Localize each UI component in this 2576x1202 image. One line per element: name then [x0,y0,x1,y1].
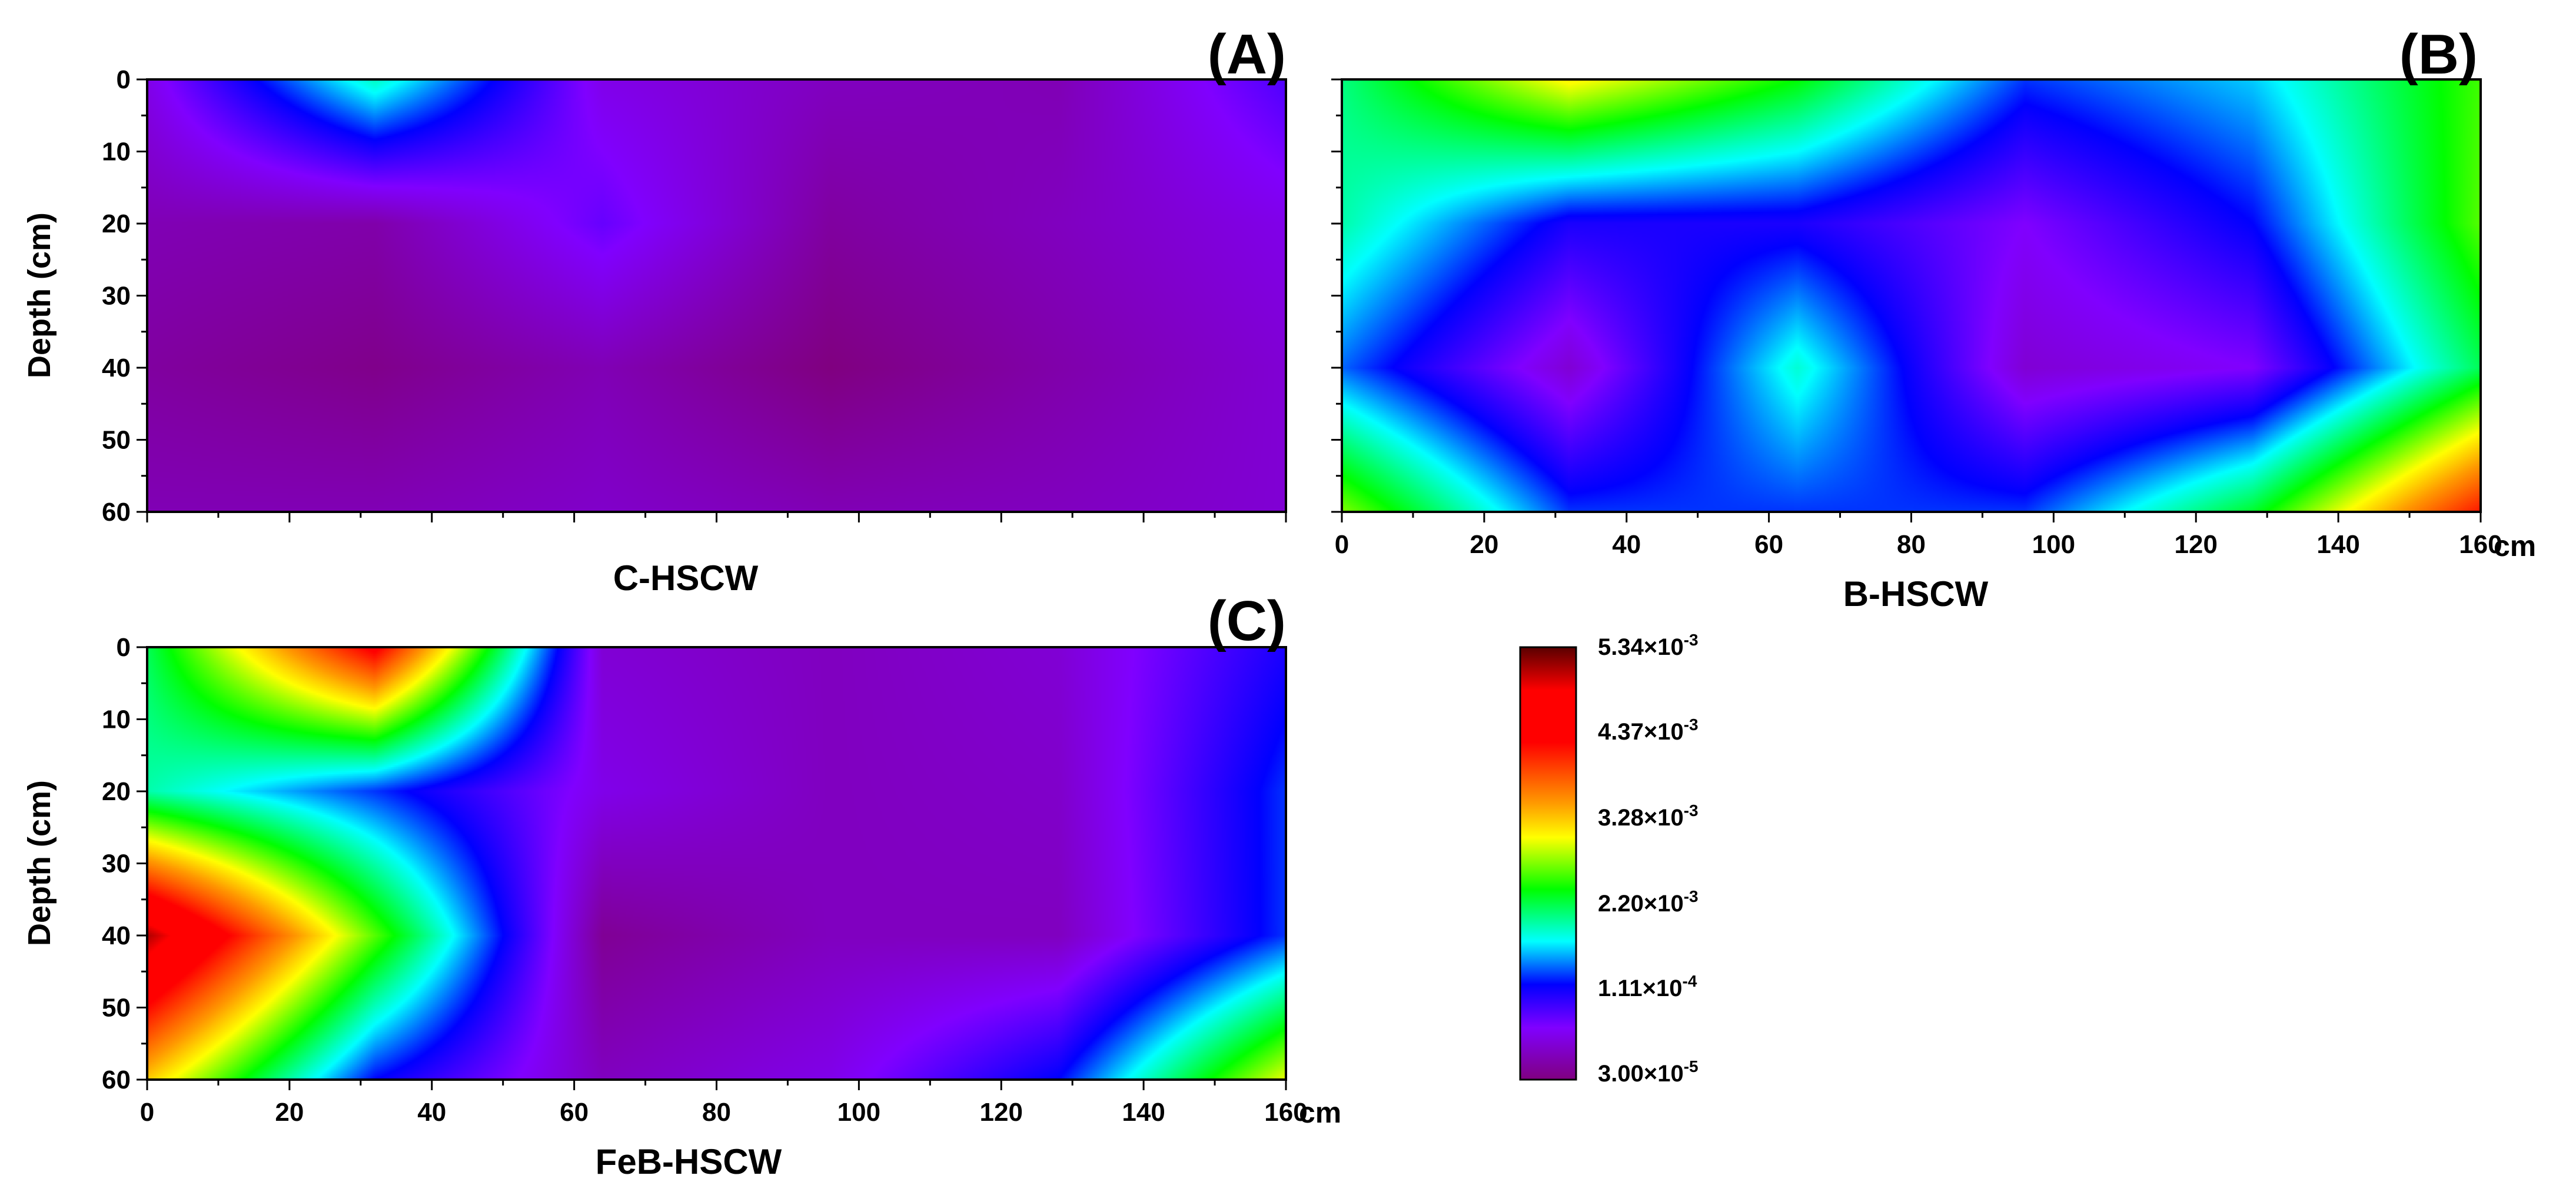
panel-c-xtick-label: 140 [1122,1098,1165,1127]
colorbar-label-0: 5.34×10-3 [1598,631,1699,660]
panel-b-title: B-HSCW [1843,574,1989,614]
panel-b-xtick-label: 20 [1470,530,1498,559]
panel-a-ytick-label: 20 [102,209,131,238]
panel-b: 0 20 40 60 80 100 120 140 160 cm B-HSCW (B) [1331,23,2536,614]
panel-a-label: (A) [1208,23,1286,86]
panel-a: 0 10 20 30 40 50 60 Depth (cm) C-HSCW (A) [22,23,1287,598]
panel-a-ytick-label: 40 [102,354,131,382]
panel-a-ytick-label: 10 [102,138,131,167]
panel-b-xtick-label: 60 [1754,530,1783,559]
panel-a-x-ticks [146,512,1287,522]
panel-c-xtick-label: 80 [702,1098,731,1127]
panel-a-ytick-label: 60 [102,498,131,527]
panel-c-xtick-label: 20 [275,1098,304,1127]
panel-c-xtick-label: 120 [980,1098,1023,1127]
panel-b-xtick-label: 80 [1897,530,1926,559]
panel-b-x-ticks: 0 20 40 60 80 100 120 140 160 [1335,512,2502,559]
panel-a-ytick-label: 30 [102,282,131,311]
colorbar-gradient [1519,646,1577,1081]
panel-b-xtick-label: 100 [2032,530,2075,559]
panel-c-xtick-label: 60 [560,1098,589,1127]
panel-a-y-ticks: 0 10 20 30 40 50 60 [102,65,147,527]
panel-c-ytick-label: 30 [102,850,131,878]
panel-a-heatmap [147,79,1286,512]
panel-a-ylabel: Depth (cm) [22,212,57,378]
colorbar-label-4: 1.11×10-4 [1598,972,1697,1001]
panel-c-ylabel: Depth (cm) [22,780,57,946]
panel-c-ytick-label: 40 [102,921,131,950]
panel-c-title: FeB-HSCW [596,1142,782,1181]
panel-c-xtick-label: 40 [417,1098,446,1127]
colorbar: 5.34×10-3 4.37×10-3 3.28×10-3 2.20×10-3 … [1519,631,1699,1087]
panel-c: 0 10 20 30 40 50 60 0 20 40 60 80 100 120 140 160 Dept… [22,590,1341,1181]
panel-c-xtick-label: 0 [140,1098,154,1127]
panel-c-y-ticks: 0 10 20 30 40 50 60 [102,633,147,1094]
panel-c-heatmap [147,647,1286,1080]
panel-b-xtick-label: 40 [1612,530,1641,559]
colorbar-label-2: 3.28×10-3 [1598,801,1699,831]
panel-b-xtick-label: 140 [2316,530,2359,559]
panel-a-ytick-label: 0 [117,65,131,94]
panel-c-ytick-label: 0 [117,633,131,662]
panel-b-heatmap [1342,79,2481,512]
panel-b-x-unit: cm [2494,530,2536,562]
panel-c-ytick-label: 50 [102,994,131,1023]
panel-b-xtick-label: 0 [1335,530,1349,559]
colorbar-label-1: 4.37×10-3 [1598,715,1699,745]
panel-b-xtick-label: 160 [2459,530,2502,559]
panel-c-x-unit: cm [1299,1096,1341,1129]
panel-c-xtick-label: 100 [837,1098,880,1127]
panel-c-ytick-label: 20 [102,777,131,806]
colorbar-label-5: 3.00×10-5 [1598,1057,1699,1087]
panel-c-ytick-label: 60 [102,1066,131,1094]
panel-a-title: C-HSCW [613,558,759,598]
panel-b-y-ticks [1331,78,1342,513]
panel-b-label: (B) [2399,23,2478,86]
colorbar-label-3: 2.20×10-3 [1598,887,1699,917]
panel-c-xtick-label: 160 [1264,1098,1307,1127]
panel-c-ytick-label: 10 [102,705,131,734]
panel-a-ytick-label: 50 [102,426,131,455]
panel-c-x-ticks: 0 20 40 60 80 100 120 140 160 [140,1080,1308,1127]
panel-c-label: (C) [1208,590,1286,652]
panel-b-xtick-label: 120 [2175,530,2218,559]
